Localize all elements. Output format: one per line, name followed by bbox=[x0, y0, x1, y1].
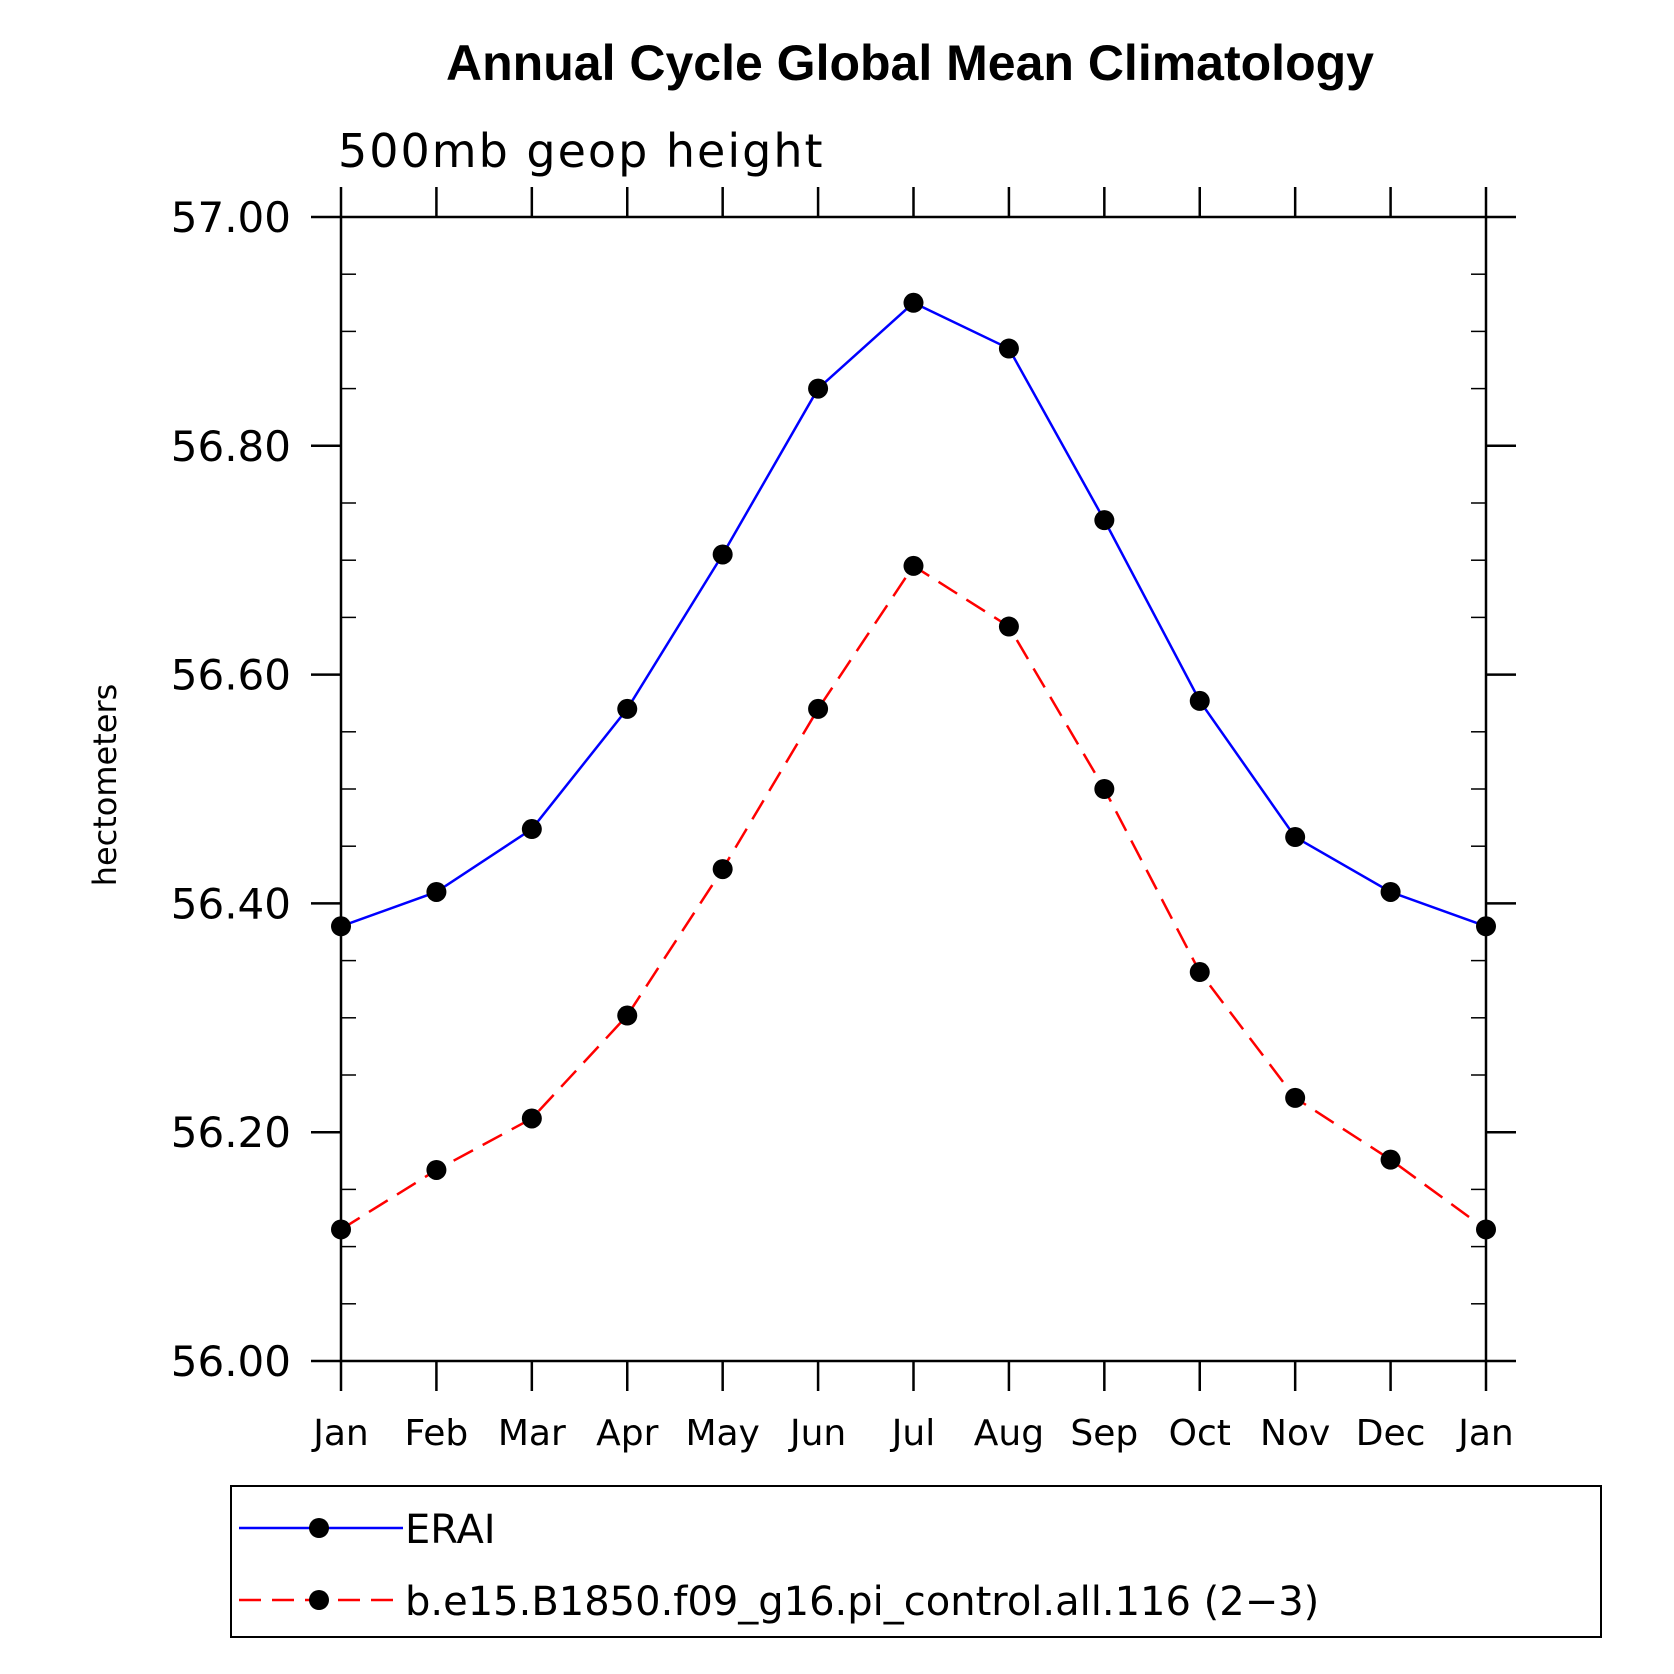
series-0-point bbox=[998, 338, 1019, 359]
legend-label-1: b.e15.B1850.f09_g16.pi_control.all.116 (… bbox=[405, 1579, 1319, 1625]
series-1-point bbox=[1094, 779, 1115, 799]
series-0-point bbox=[1189, 690, 1210, 711]
y-axis-label: hectometers bbox=[86, 684, 124, 887]
x-tick-label: Mar bbox=[498, 1413, 566, 1454]
series-line-0 bbox=[340, 301, 1487, 928]
legend-label-0: ERAI bbox=[405, 1507, 496, 1553]
x-tick-label: Sep bbox=[1070, 1413, 1138, 1454]
series-0-point bbox=[617, 698, 638, 719]
x-tick-label: Jan bbox=[311, 1413, 369, 1454]
legend-box bbox=[230, 1485, 1602, 1638]
series-0-point bbox=[1094, 510, 1115, 531]
series-line-1 bbox=[340, 564, 1487, 1231]
series-1-point bbox=[617, 1005, 638, 1026]
series-1-point bbox=[1189, 962, 1210, 983]
series-1-point bbox=[903, 555, 924, 576]
x-tick-label: Oct bbox=[1169, 1413, 1231, 1454]
y-tick-label: 56.00 bbox=[171, 1337, 291, 1386]
y-tick-label: 56.60 bbox=[171, 651, 291, 700]
chart-title: Annual Cycle Global Mean Climatology bbox=[446, 35, 1374, 91]
x-tick-label: Aug bbox=[974, 1413, 1044, 1454]
series-1-point bbox=[712, 859, 733, 880]
legend: ERAI b.e15.B1850.f09_g16.pi_control.all.1… bbox=[230, 1485, 1602, 1638]
series-1-point bbox=[426, 1159, 447, 1180]
series-1-point bbox=[998, 616, 1019, 637]
series-1-point bbox=[521, 1108, 542, 1129]
x-tick-label: May bbox=[685, 1413, 759, 1454]
series-0-point bbox=[1285, 827, 1306, 848]
series-0-point bbox=[712, 544, 733, 565]
legend-marker-1 bbox=[309, 1590, 329, 1610]
series-layer bbox=[331, 292, 1496, 1240]
series-1-point bbox=[1285, 1087, 1306, 1108]
series-1-point bbox=[331, 1219, 351, 1240]
y-tick-label: 57.00 bbox=[171, 193, 291, 242]
series-1-point bbox=[1380, 1149, 1401, 1170]
x-tick-label: Nov bbox=[1260, 1413, 1330, 1454]
series-0-point bbox=[426, 881, 447, 902]
plot-frame: 56.00 56.20 56.40 56.60 56.80 57.00 Jan Feb Mar A… bbox=[171, 187, 1516, 1454]
series-0-point bbox=[808, 378, 829, 399]
series-0-point bbox=[521, 819, 542, 840]
y-tick-label: 56.80 bbox=[171, 422, 291, 471]
y-tick-label: 56.40 bbox=[171, 879, 291, 928]
x-tick-label: Jan bbox=[1456, 1413, 1514, 1454]
x-tick-label: Jul bbox=[890, 1413, 935, 1454]
plot-border bbox=[339, 215, 1488, 1363]
legend-marker-0 bbox=[309, 1518, 329, 1538]
x-tick-label: Dec bbox=[1356, 1413, 1426, 1454]
x-tick-label: Jun bbox=[788, 1413, 846, 1454]
series-0-point bbox=[1476, 916, 1496, 937]
series-0-point bbox=[903, 292, 924, 313]
x-tick-label: Apr bbox=[596, 1413, 658, 1454]
series-0-point bbox=[1380, 881, 1401, 902]
x-tick-label: Feb bbox=[405, 1413, 469, 1454]
series-1-point bbox=[1476, 1219, 1496, 1240]
series-1-point bbox=[808, 698, 829, 719]
series-0-point bbox=[331, 916, 351, 937]
chart-subtitle: 500mb geop height bbox=[338, 124, 825, 178]
y-tick-label: 56.20 bbox=[171, 1108, 291, 1157]
